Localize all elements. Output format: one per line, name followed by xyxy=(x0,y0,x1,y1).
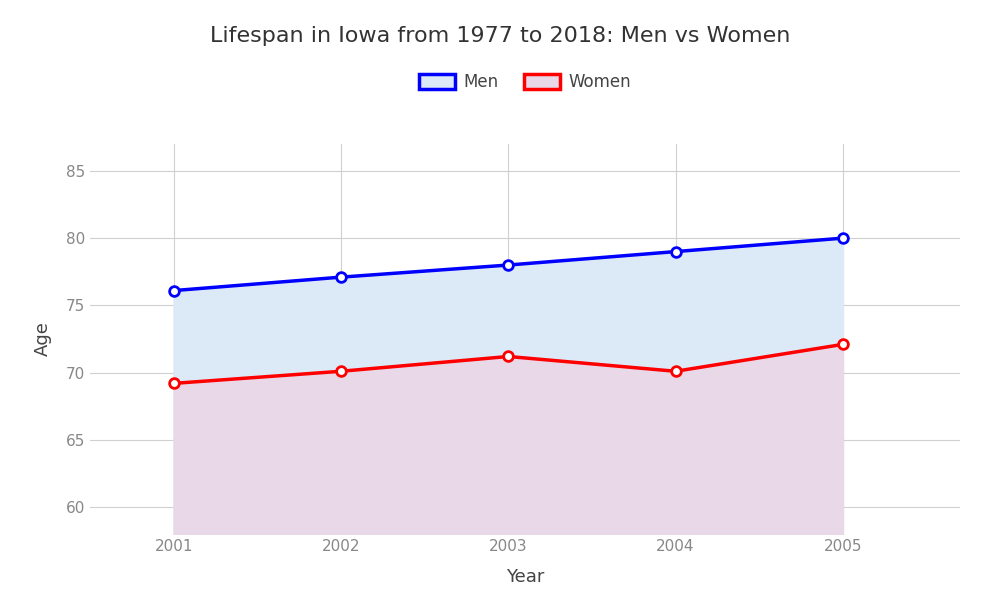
Y-axis label: Age: Age xyxy=(34,322,52,356)
Text: Lifespan in Iowa from 1977 to 2018: Men vs Women: Lifespan in Iowa from 1977 to 2018: Men … xyxy=(210,26,790,46)
Legend: Men, Women: Men, Women xyxy=(412,67,638,98)
X-axis label: Year: Year xyxy=(506,568,544,586)
